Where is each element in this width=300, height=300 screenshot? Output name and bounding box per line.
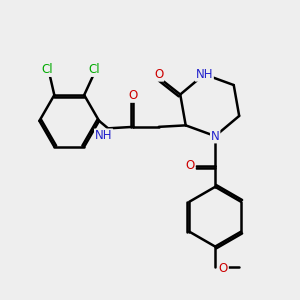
Text: NH: NH: [95, 129, 112, 142]
Text: Cl: Cl: [89, 63, 100, 76]
Text: O: O: [185, 159, 195, 172]
Text: Cl: Cl: [41, 63, 53, 76]
Text: O: O: [129, 89, 138, 102]
Text: O: O: [154, 68, 164, 81]
Text: O: O: [219, 262, 228, 275]
Text: NH: NH: [196, 68, 213, 81]
Text: N: N: [211, 130, 220, 142]
